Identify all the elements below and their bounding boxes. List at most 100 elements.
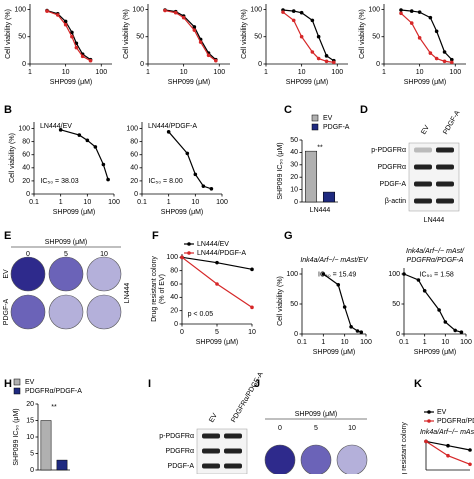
legend-swatch xyxy=(311,114,319,122)
y-tick-label: 40 xyxy=(22,165,30,172)
legend-swatch xyxy=(311,123,319,131)
x-tick-label: 0.1 xyxy=(29,199,39,206)
y-tick-label: 20 xyxy=(130,178,138,185)
plate xyxy=(10,256,46,292)
y-axis-label: Cell viability (%) xyxy=(359,9,366,59)
blot-band xyxy=(224,433,242,439)
x-tick-label: 0.1 xyxy=(399,339,409,346)
y-axis-label: Cell viability (%) xyxy=(277,276,284,326)
panel-label: J xyxy=(254,378,260,390)
legend-marker xyxy=(427,419,431,423)
x-tick-label: 1 xyxy=(382,69,386,76)
x-tick-label: 10 xyxy=(341,339,349,346)
blot-band xyxy=(202,463,220,469)
x-tick-label: 1 xyxy=(264,69,268,76)
x-axis-label: SHP099 (μM) xyxy=(313,349,356,356)
x-tick-label: 100 xyxy=(216,199,228,206)
plate xyxy=(300,444,332,476)
data-point xyxy=(359,330,364,335)
data-point xyxy=(166,130,171,134)
plate-column-label: 0 xyxy=(26,251,30,258)
legend-label: EV xyxy=(25,379,35,386)
data-point xyxy=(45,9,49,13)
chart-title: LN444/PDGF-A xyxy=(148,123,197,130)
y-tick-label: 60 xyxy=(130,152,138,159)
data-point xyxy=(434,29,439,34)
data-point xyxy=(310,50,315,54)
x-tick-label: 0.1 xyxy=(137,199,147,206)
data-point xyxy=(192,28,197,32)
legend-marker xyxy=(187,251,191,255)
blot-column-label: PDGFRα/PDGF-A xyxy=(230,371,265,424)
data-point xyxy=(355,329,360,333)
data-point xyxy=(442,50,447,54)
y-tick-label: 40 xyxy=(130,165,138,172)
panel-label: G xyxy=(284,230,293,242)
y-tick-label: 0 xyxy=(26,191,30,198)
data-point xyxy=(446,443,450,448)
plate-column-label: 5 xyxy=(64,251,68,258)
blot-column-label: PDGF-A xyxy=(442,109,461,136)
x-tick-label: 100 xyxy=(449,69,461,76)
plate-column-label: 5 xyxy=(314,425,318,432)
y-tick-label: 0 xyxy=(134,191,138,198)
chart-title: Ink4a/Arf−/− mAst xyxy=(420,429,474,436)
blot-footer: LN444 xyxy=(424,217,445,224)
annotation: ** xyxy=(317,144,323,151)
y-tick-label: 100 xyxy=(250,6,262,13)
x-tick-label: 1 xyxy=(146,69,150,76)
x-tick-label: 10 xyxy=(191,199,199,206)
y-tick-label: 10 xyxy=(290,186,298,193)
data-point xyxy=(93,145,98,149)
data-point xyxy=(417,36,422,40)
y-tick-label: 100 xyxy=(368,6,380,13)
plate-side-label: LN444 xyxy=(124,283,131,304)
y-tick-label: 100 xyxy=(18,125,30,132)
x-tick-label: 100 xyxy=(108,199,120,206)
chart-title: Ink4a/Arf−/− mAst/ xyxy=(406,248,465,255)
plate-column-label: 10 xyxy=(100,251,108,258)
y-tick-label: 40 xyxy=(170,294,178,301)
data-point xyxy=(185,151,190,156)
panel-label: C xyxy=(284,104,292,116)
data-point xyxy=(443,320,448,324)
y-tick-label: 100 xyxy=(126,125,138,132)
plate-row-label: PDGF-A xyxy=(3,298,10,325)
y-axis-label: (% of EV) xyxy=(159,274,166,304)
annotation: ** xyxy=(51,404,57,411)
bar xyxy=(40,420,52,471)
panel-label: K xyxy=(414,378,422,390)
data-point xyxy=(446,453,450,458)
y-tick-label: 0 xyxy=(294,199,298,206)
y-tick-label: 100 xyxy=(14,6,26,13)
x-tick-label: 100 xyxy=(460,339,472,346)
plate xyxy=(264,444,296,476)
blot-row-label: PDGF-A xyxy=(380,181,407,188)
x-tick-label: 10 xyxy=(298,69,306,76)
y-tick-label: 50 xyxy=(18,34,26,41)
data-point xyxy=(428,51,433,55)
data-point xyxy=(106,177,110,182)
data-point xyxy=(450,60,454,65)
y-tick-label: 20 xyxy=(26,401,34,408)
x-tick-label: 10 xyxy=(248,329,256,336)
y-axis-label: Drug resistant colony xyxy=(401,422,408,474)
data-point xyxy=(437,308,441,312)
legend-swatch xyxy=(13,378,21,386)
y-tick-label: 30 xyxy=(290,162,298,169)
annotation: IC₅₀ = 1.58 xyxy=(420,271,454,278)
y-tick-label: 5 xyxy=(30,450,34,457)
blot-row-label: p-PDGFRα xyxy=(159,433,194,440)
data-point xyxy=(342,305,347,309)
data-point xyxy=(206,53,211,58)
x-tick-label: 10 xyxy=(83,199,91,206)
x-tick-label: 10 xyxy=(180,69,188,76)
x-axis-label: SHP099 (μM) xyxy=(404,79,447,86)
y-tick-label: 0 xyxy=(396,331,400,338)
data-point xyxy=(442,59,447,64)
data-point xyxy=(428,15,433,20)
x-tick-label: 1 xyxy=(321,339,325,346)
